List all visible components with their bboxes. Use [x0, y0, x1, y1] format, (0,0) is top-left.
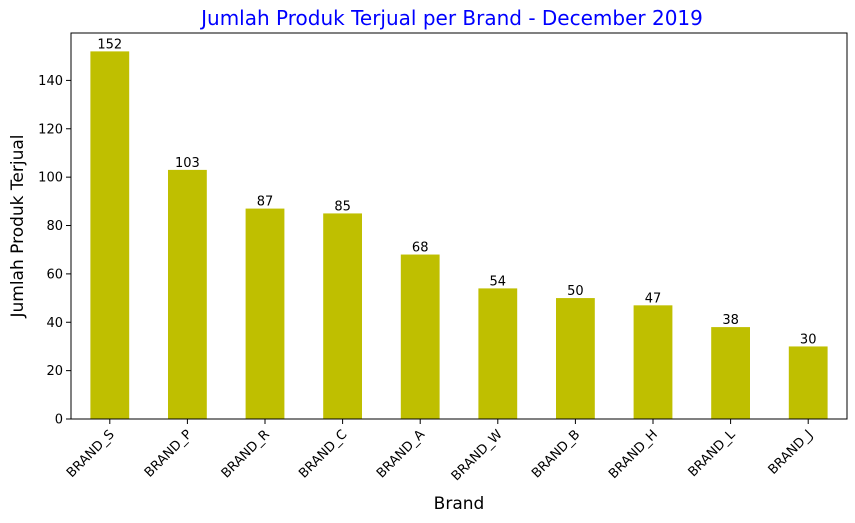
x-tick-label: BRAND_L [686, 427, 739, 480]
data-label: 68 [412, 241, 429, 256]
x-tick-label: BRAND_S [64, 427, 118, 481]
data-label: 87 [257, 195, 274, 210]
y-tick-label: 40 [46, 316, 63, 331]
x-tick-label: BRAND_B [529, 427, 583, 481]
y-tick-label: 80 [46, 219, 63, 234]
x-axis: BRAND_S BRAND_P BRAND_R BRAND_C BRAND_A BRAND… [64, 419, 816, 484]
x-tick-label: BRAND_C [296, 427, 350, 481]
bar-brand-s [90, 51, 130, 419]
bars-group [90, 51, 828, 419]
plot-frame [70, 32, 848, 420]
bar-brand-h [633, 305, 673, 419]
bar-brand-w [478, 288, 518, 419]
bar-brand-b [556, 298, 595, 419]
data-label: 54 [490, 274, 507, 289]
data-label: 47 [645, 291, 662, 306]
y-tick-label: 140 [38, 74, 63, 89]
data-label: 85 [334, 199, 351, 214]
y-axis-label: Jumlah Produk Terjual [8, 134, 28, 318]
x-tick-label: BRAND_W [449, 427, 506, 484]
data-labels-group: 152 103 87 85 68 54 50 47 38 30 [97, 37, 816, 347]
bar-brand-a [400, 254, 440, 419]
bar-brand-j [788, 346, 828, 419]
data-label: 152 [97, 37, 122, 52]
bar-brand-l [711, 327, 750, 419]
x-tick-label: BRAND_J [766, 427, 816, 477]
data-label: 30 [800, 332, 817, 347]
y-tick-label: 120 [38, 122, 63, 137]
x-tick-label: BRAND_H [606, 427, 661, 482]
y-tick-label: 100 [38, 171, 63, 186]
data-label: 38 [722, 313, 739, 328]
y-tick-label: 20 [46, 364, 63, 379]
x-tick-label: BRAND_A [374, 427, 428, 481]
data-label: 50 [567, 284, 584, 299]
bar-brand-p [168, 169, 207, 419]
y-axis: 0 20 40 60 80 100 120 140 [38, 74, 71, 428]
chart-title: Jumlah Produk Terjual per Brand - Decemb… [199, 6, 703, 30]
bar-brand-c [323, 213, 362, 419]
y-tick-label: 60 [46, 267, 63, 282]
x-tick-label: BRAND_R [219, 427, 273, 481]
x-tick-label: BRAND_P [142, 427, 195, 480]
bar-brand-r [245, 208, 285, 419]
y-tick-label: 0 [55, 413, 63, 428]
data-label: 103 [175, 156, 200, 171]
x-axis-label: Brand [434, 494, 485, 514]
